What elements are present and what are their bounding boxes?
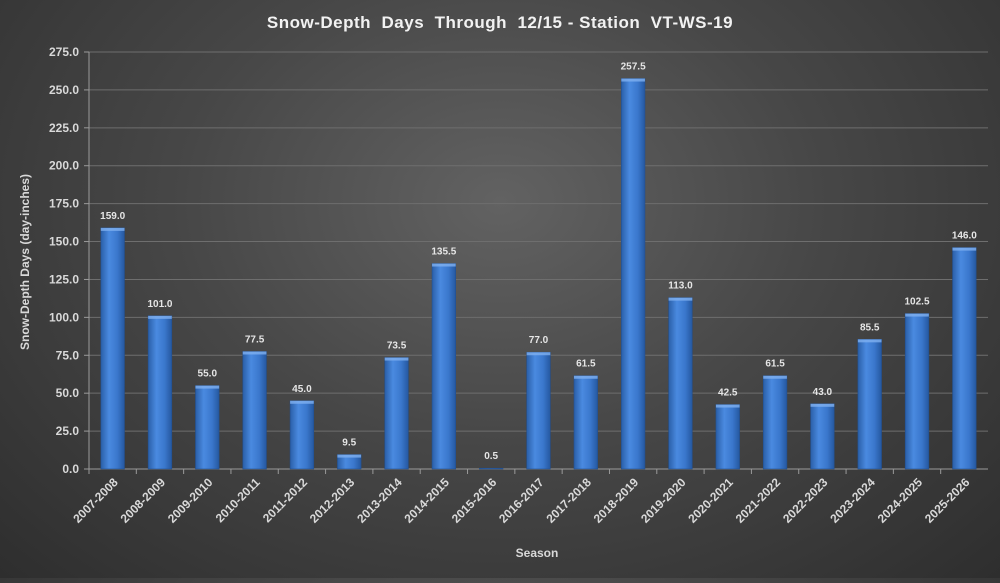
y-tick-label: 275.0 [49,45,79,59]
chart-title: Snow-Depth Days Through 12/15 - Station … [267,13,733,32]
x-tick-label: 2019-2020 [638,475,689,526]
bar-highlight [526,352,551,356]
bar [715,404,740,470]
x-tick-label: 2010-2011 [213,475,263,525]
bar-highlight [337,454,362,458]
bar-highlight [621,78,645,82]
data-label: 0.5 [484,451,498,462]
data-label: 159.0 [100,211,125,222]
bar-highlight [195,385,220,389]
bar [195,385,220,470]
x-axis-title: Season [516,546,559,560]
bar-highlight [100,227,125,231]
bar [479,467,504,470]
x-tick-label: 2009-2010 [165,475,216,526]
x-tick-label: 2020-2021 [685,475,736,526]
data-label: 42.5 [718,388,738,399]
bar [952,247,977,470]
y-tick-label: 25.0 [56,424,80,438]
x-tick-label: 2018-2019 [591,475,642,526]
y-tick-label: 175.0 [49,197,79,211]
bar-highlight [573,375,598,379]
bar-highlight [715,404,740,408]
bar-highlight [763,375,787,379]
bar [573,375,598,470]
bar-highlight [148,315,172,319]
data-label: 257.5 [621,62,646,73]
data-label: 101.0 [147,299,172,310]
bar-highlight [384,357,409,361]
bar-highlight [668,297,693,301]
bar-highlight [290,400,314,404]
y-tick-label: 250.0 [49,83,79,97]
bar-highlight [857,339,882,343]
x-tick-label: 2024-2025 [875,475,926,526]
y-tick-label: 200.0 [49,159,79,173]
bar [147,315,173,470]
data-labels: 159.0 101.0 55.0 77.5 45.0 9.5 73.5 135.5 0.5 77.… [100,62,977,463]
bars [100,78,977,470]
bar [526,351,551,470]
bar [621,78,646,470]
data-label: 9.5 [342,438,356,449]
x-tick-label: 2022-2023 [780,475,831,526]
data-label: 85.5 [860,322,880,333]
bar [857,339,882,470]
x-tick-label: 2016-2017 [496,475,547,526]
data-label: 135.5 [431,247,456,258]
y-tick-label: 75.0 [56,348,80,362]
bar-highlight [242,351,267,355]
bar [762,375,788,470]
bar-highlight [952,247,977,251]
gridlines [89,51,988,432]
data-label: 102.5 [905,297,930,308]
data-label: 77.5 [245,334,265,345]
y-tick-labels: 0.0 25.0 50.0 75.0 100.0 125.0 150.0 175.0 200.0… [49,45,79,476]
x-tick-label: 2012-2013 [307,475,358,526]
bar-highlight [905,313,929,317]
x-tick-label: 2014-2015 [402,475,453,526]
data-label: 73.5 [387,341,407,352]
bar [289,400,315,470]
data-label: 61.5 [576,359,596,370]
y-tick-label: 125.0 [49,272,79,286]
y-tick-label: 150.0 [49,235,79,249]
bar-highlight [432,263,456,267]
bar [384,357,409,470]
x-tick-label: 2025-2026 [922,475,973,526]
bar [431,263,456,470]
data-label: 45.0 [292,384,312,395]
bar-highlight [810,403,835,407]
x-tick-label: 2011-2012 [260,475,310,525]
x-tick-label: 2013-2014 [354,475,405,526]
y-axis-title: Snow-Depth Days (day-inches) [18,174,32,350]
data-label: 55.0 [198,369,218,380]
x-tick-label: 2023-2024 [827,475,878,526]
y-tick-label: 0.0 [62,462,79,476]
data-label: 77.0 [529,335,549,346]
data-label: 113.0 [668,281,693,292]
bar [810,403,835,470]
x-tick-labels: 2007-20082008-20092009-20102010-20112011… [70,475,972,526]
x-tick-label: 2015-2016 [449,475,500,526]
y-tick-label: 225.0 [49,121,79,135]
x-tick-label: 2007-2008 [70,475,121,526]
x-tick-label: 2017-2018 [543,475,594,526]
y-tick-label: 100.0 [49,310,79,324]
bar [100,227,125,470]
x-tick-label: 2008-2009 [118,475,169,526]
data-label: 61.5 [765,359,785,370]
bar [904,313,930,470]
data-label: 43.0 [813,387,833,398]
x-tick-label: 2021-2022 [733,475,784,526]
bar [668,297,693,470]
y-tick-label: 50.0 [56,386,80,400]
data-label: 146.0 [952,231,977,242]
bar [242,351,267,470]
